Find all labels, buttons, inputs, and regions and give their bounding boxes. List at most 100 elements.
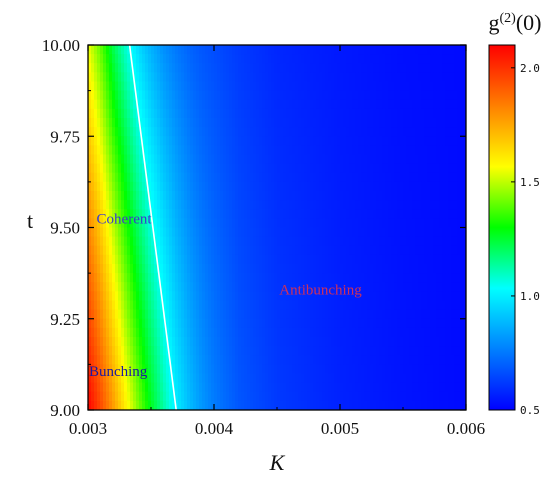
heatmap-cell bbox=[211, 318, 215, 329]
heatmap-cell bbox=[241, 300, 245, 311]
heatmap-cell bbox=[202, 209, 206, 219]
heatmap-cell bbox=[238, 209, 242, 219]
heatmap-cell bbox=[421, 54, 425, 64]
heatmap-cell bbox=[262, 291, 266, 302]
heatmap-cell bbox=[394, 245, 398, 256]
heatmap-cell bbox=[145, 181, 149, 192]
heatmap-cell bbox=[379, 54, 383, 64]
heatmap-cell bbox=[139, 227, 143, 238]
heatmap-cell bbox=[196, 90, 200, 101]
heatmap-cell bbox=[211, 172, 215, 183]
heatmap-cell bbox=[442, 99, 446, 110]
heatmap-cell bbox=[133, 118, 137, 128]
heatmap-cell bbox=[400, 318, 404, 329]
heatmap-cell bbox=[208, 90, 212, 101]
heatmap-cell bbox=[184, 400, 188, 410]
heatmap-cell bbox=[94, 154, 98, 165]
heatmap-cell bbox=[244, 63, 248, 73]
heatmap-cell bbox=[181, 309, 185, 320]
heatmap-cell bbox=[361, 145, 365, 156]
heatmap-cell bbox=[247, 400, 251, 410]
heatmap-cell bbox=[139, 291, 143, 302]
heatmap-cell bbox=[205, 81, 209, 92]
heatmap-cell bbox=[214, 245, 218, 256]
heatmap-cell bbox=[448, 136, 452, 146]
heatmap-cell bbox=[298, 273, 302, 283]
heatmap-cell bbox=[418, 45, 422, 55]
heatmap-cell bbox=[247, 300, 251, 311]
heatmap-cell bbox=[382, 154, 386, 165]
heatmap-cell bbox=[289, 282, 293, 292]
heatmap-cell bbox=[415, 108, 419, 119]
heatmap-cell bbox=[97, 382, 101, 393]
heatmap-cell bbox=[313, 99, 317, 110]
heatmap-cell bbox=[298, 54, 302, 64]
heatmap-cell bbox=[367, 172, 371, 183]
heatmap-cell bbox=[379, 118, 383, 128]
heatmap-cell bbox=[325, 136, 329, 146]
heatmap-cell bbox=[379, 154, 383, 165]
heatmap-cell bbox=[112, 218, 116, 229]
heatmap-cell bbox=[442, 382, 446, 393]
heatmap-cell bbox=[154, 382, 158, 393]
heatmap-cell bbox=[289, 264, 293, 274]
heatmap-cell bbox=[232, 218, 236, 229]
heatmap-cell bbox=[319, 373, 323, 384]
heatmap-cell bbox=[439, 81, 443, 92]
heatmap-cell bbox=[136, 309, 140, 320]
heatmap-cell bbox=[160, 200, 164, 210]
heatmap-cell bbox=[421, 181, 425, 192]
heatmap-cell bbox=[325, 373, 329, 384]
heatmap-cell bbox=[211, 181, 215, 192]
heatmap-cell bbox=[94, 254, 98, 265]
heatmap-cell bbox=[106, 337, 110, 347]
heatmap-cell bbox=[364, 300, 368, 311]
heatmap-cell bbox=[391, 45, 395, 55]
heatmap-cell bbox=[385, 346, 389, 356]
heatmap-cell bbox=[433, 382, 437, 393]
heatmap-cell bbox=[460, 327, 464, 338]
heatmap-cell bbox=[310, 300, 314, 311]
heatmap-cell bbox=[196, 300, 200, 311]
heatmap-cell bbox=[184, 172, 188, 183]
heatmap-cell bbox=[130, 327, 134, 338]
heatmap-cell bbox=[451, 154, 455, 165]
heatmap-cell bbox=[430, 209, 434, 219]
heatmap-cell bbox=[91, 72, 95, 83]
heatmap-cell bbox=[319, 90, 323, 101]
heatmap-cell bbox=[448, 200, 452, 210]
heatmap-cell bbox=[229, 191, 233, 201]
heatmap-cell bbox=[277, 373, 281, 384]
heatmap-cell bbox=[373, 163, 377, 174]
heatmap-cell bbox=[448, 191, 452, 201]
heatmap-cell bbox=[403, 209, 407, 219]
heatmap-cell bbox=[205, 209, 209, 219]
heatmap-cell bbox=[334, 72, 338, 83]
heatmap-cell bbox=[343, 282, 347, 292]
heatmap-cell bbox=[457, 127, 461, 137]
heatmap-cell bbox=[433, 191, 437, 201]
heatmap-cell bbox=[271, 181, 275, 192]
heatmap-cell bbox=[220, 327, 224, 338]
heatmap-cell bbox=[256, 191, 260, 201]
heatmap-cell bbox=[295, 154, 299, 165]
heatmap-cell bbox=[325, 218, 329, 229]
heatmap-cell bbox=[286, 373, 290, 384]
heatmap-cell bbox=[304, 81, 308, 92]
heatmap-cell bbox=[175, 264, 179, 274]
heatmap-cell bbox=[304, 236, 308, 247]
heatmap-cell bbox=[457, 108, 461, 119]
heatmap-cell bbox=[400, 273, 404, 283]
heatmap-cell bbox=[367, 346, 371, 356]
heatmap-cell bbox=[121, 136, 125, 146]
heatmap-cell bbox=[355, 172, 359, 183]
heatmap-cell bbox=[178, 282, 182, 292]
heatmap-cell bbox=[331, 318, 335, 329]
heatmap-cell bbox=[157, 346, 161, 356]
heatmap-cell bbox=[295, 99, 299, 110]
heatmap-cell bbox=[238, 309, 242, 320]
heatmap-cell bbox=[418, 72, 422, 83]
heatmap-cell bbox=[94, 136, 98, 146]
heatmap-cell bbox=[343, 373, 347, 384]
heatmap-cell bbox=[148, 337, 152, 347]
